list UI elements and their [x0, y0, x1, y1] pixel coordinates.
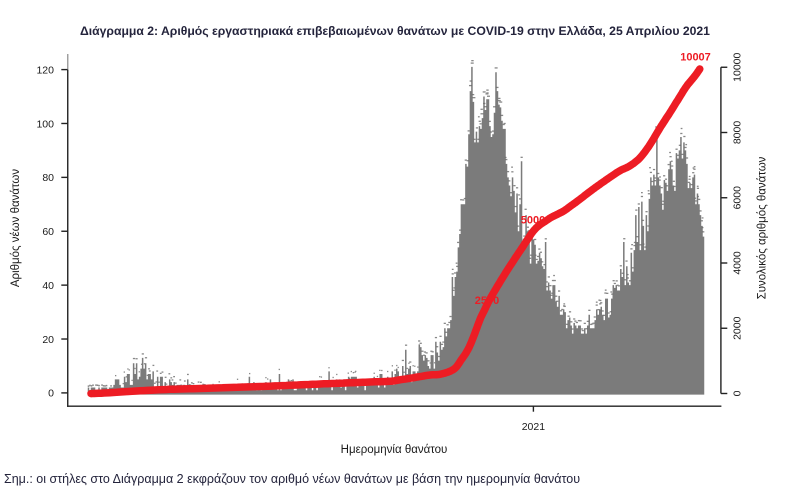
svg-text:2000: 2000 [732, 316, 744, 340]
svg-text:Αριθμός νέων θανάτων: Αριθμός νέων θανάτων [10, 169, 22, 288]
svg-text:60: 60 [42, 226, 54, 238]
svg-text:8000: 8000 [732, 121, 744, 145]
svg-text:10007: 10007 [680, 52, 711, 64]
svg-text:120: 120 [36, 64, 54, 76]
svg-text:Συνολικός αριθμός θανάτων: Συνολικός αριθμός θανάτων [757, 156, 769, 299]
svg-text:80: 80 [42, 172, 54, 184]
svg-text:100: 100 [36, 118, 54, 130]
svg-text:40: 40 [42, 280, 54, 292]
svg-text:10000: 10000 [732, 52, 744, 81]
svg-text:2500: 2500 [475, 295, 499, 307]
svg-text:5000: 5000 [521, 215, 545, 227]
svg-text:Σημ.: οι στήλες στο Διάγραμμα: Σημ.: οι στήλες στο Διάγραμμα 2 εκφράζου… [4, 472, 580, 486]
svg-text:2021: 2021 [522, 421, 546, 433]
svg-text:Διάγραμμα 2: Αριθμός εργαστηρι: Διάγραμμα 2: Αριθμός εργαστηριακά επιβεβ… [80, 24, 710, 38]
svg-text:4000: 4000 [732, 251, 744, 275]
svg-text:0: 0 [732, 390, 744, 396]
svg-text:6000: 6000 [732, 186, 744, 210]
svg-text:20: 20 [42, 334, 54, 346]
svg-text:0: 0 [48, 388, 54, 400]
svg-text:Ημερομηνία θανάτου: Ημερομηνία θανάτου [341, 444, 448, 456]
